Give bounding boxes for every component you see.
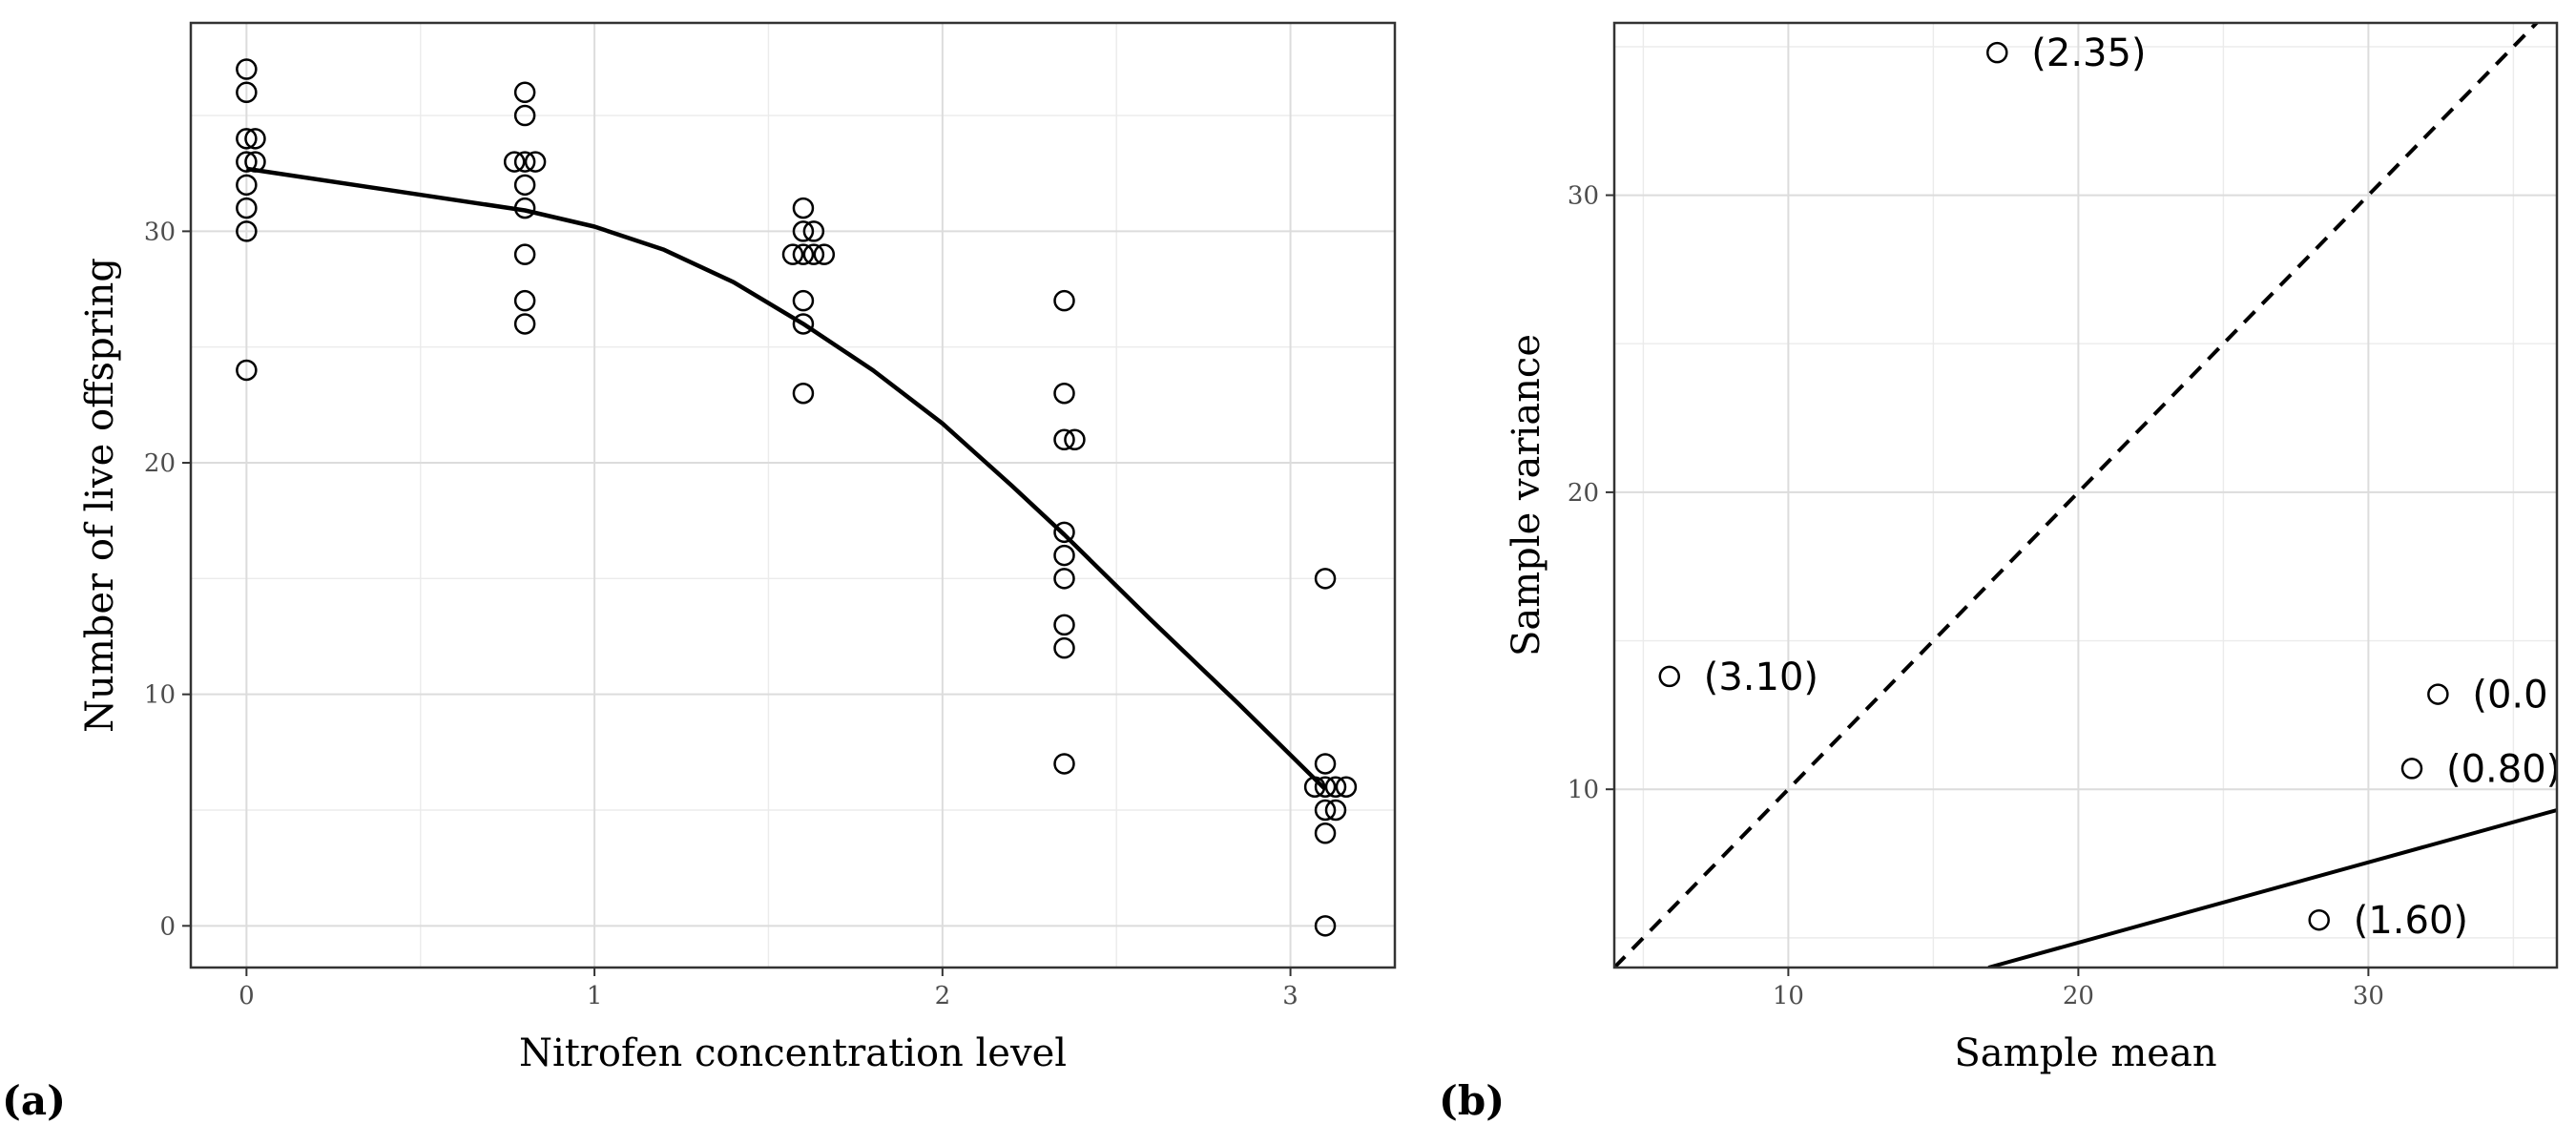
data-point: [1053, 521, 1075, 544]
data-point: [1053, 753, 1075, 775]
point-label: (0.80): [2446, 747, 2561, 791]
data-point: [792, 382, 815, 405]
data-point: [513, 174, 536, 197]
panel-a-y-tick-label: 10: [144, 681, 176, 710]
data-point: [1303, 776, 1326, 798]
data-point: [792, 197, 815, 219]
data-point: [813, 243, 836, 265]
panel-b-x-tick-label: 10: [1773, 982, 1804, 1010]
panel-a-y-tick-label: 20: [144, 449, 176, 478]
data-point: [2427, 683, 2449, 705]
data-point: [2400, 758, 2423, 780]
data-point: [1053, 568, 1075, 590]
fitted-line: [1987, 808, 2557, 968]
data-point: [236, 359, 258, 382]
data-point: [513, 104, 536, 127]
panel-b-x-tick-label: 30: [2353, 982, 2384, 1010]
data-point: [1053, 544, 1075, 567]
point-label: (0.0: [2472, 674, 2547, 718]
panel-b-grid: [1614, 23, 2557, 968]
data-point: [2308, 908, 2330, 931]
data-point: [792, 243, 815, 265]
panel-a-label: (a): [2, 1077, 66, 1124]
data-point: [1658, 665, 1681, 688]
data-point: [244, 151, 266, 173]
smooth-curve: [246, 166, 1327, 791]
data-point: [1053, 636, 1075, 659]
panel-b: (2.35) (3.10) (0.0 (0.80) (1.60) 10 20 30 10 20 3…: [1439, 21, 2561, 1124]
panel-a-x-tick-label: 2: [935, 982, 951, 1010]
point-label: (1.60): [2354, 899, 2468, 943]
data-point: [1053, 382, 1075, 405]
panel-a-grid: [191, 23, 1395, 968]
data-point: [236, 128, 258, 150]
panel-b-x-axis-title: Sample mean: [1954, 1031, 2216, 1075]
data-point: [781, 243, 804, 265]
data-point: [236, 197, 258, 219]
data-point: [1335, 776, 1358, 798]
data-point: [1064, 428, 1086, 451]
panel-b-y-tick-label: 10: [1568, 776, 1599, 804]
data-point: [792, 313, 815, 335]
data-point: [1053, 289, 1075, 312]
data-point: [802, 243, 825, 265]
data-point: [513, 243, 536, 265]
panel-a-x-tick-label: 0: [239, 982, 255, 1010]
panel-b-ticks: 10 20 30 10 20 30: [1568, 182, 2384, 1010]
data-point: [1053, 614, 1075, 636]
data-point: [236, 174, 258, 197]
panel-a-y-tick-label: 0: [159, 912, 176, 941]
data-point: [513, 81, 536, 104]
data-point: [513, 289, 536, 312]
data-point: [1053, 428, 1075, 451]
data-point: [513, 197, 536, 219]
data-point: [802, 220, 825, 242]
data-point: [244, 128, 266, 150]
data-point: [1314, 568, 1337, 590]
data-point: [792, 220, 815, 242]
panel-a-marks: [236, 58, 1358, 937]
panel-b-y-axis-title: Sample variance: [1505, 334, 1548, 656]
panel-b-x-tick-label: 20: [2063, 982, 2094, 1010]
data-point: [1986, 41, 2008, 64]
data-point: [1314, 753, 1337, 775]
point-label: (2.35): [2031, 31, 2146, 75]
panel-a-x-tick-label: 3: [1282, 982, 1298, 1010]
data-point: [513, 151, 536, 173]
panel-a-border: [189, 21, 1397, 969]
data-point: [1324, 799, 1347, 822]
data-point: [1314, 822, 1337, 844]
data-point: [1314, 776, 1337, 798]
panel-a-x-axis-title: Nitrofen concentration level: [519, 1031, 1067, 1075]
data-point: [524, 151, 547, 173]
panel-b-marks: (2.35) (3.10) (0.0 (0.80) (1.60): [1614, 23, 2561, 968]
panel-b-label: (b): [1439, 1077, 1505, 1124]
panel-a-x-tick-label: 1: [587, 982, 603, 1010]
data-point: [1324, 776, 1347, 798]
panel-b-border: [1612, 21, 2559, 969]
panel-a-y-axis-title: Number of live offspring: [78, 258, 122, 733]
data-point: [1314, 799, 1337, 822]
panel-b-y-tick-label: 30: [1568, 182, 1599, 211]
data-point: [513, 313, 536, 335]
data-point: [236, 220, 258, 242]
panel-a-y-tick-label: 30: [144, 218, 176, 246]
data-point: [236, 58, 258, 80]
data-point: [236, 81, 258, 104]
data-point: [236, 151, 258, 173]
data-point: [503, 151, 526, 173]
data-point: [792, 289, 815, 312]
panel-b-y-tick-label: 20: [1568, 479, 1599, 508]
data-point: [1314, 915, 1337, 937]
point-label: (3.10): [1704, 656, 1818, 699]
identity-reference-line: [1614, 23, 2540, 968]
